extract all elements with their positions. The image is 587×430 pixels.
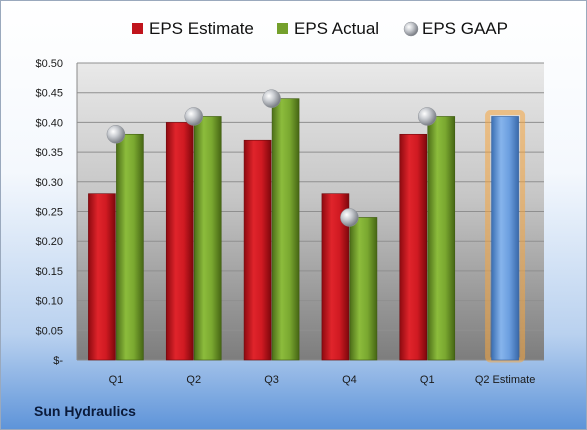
legend-item-eps-gaap: EPS GAAP (403, 19, 508, 38)
eps-actual-bar (427, 116, 456, 361)
gridlines (77, 62, 544, 361)
legend-label: EPS Estimate (149, 19, 254, 38)
legend-swatch (403, 21, 419, 37)
y-tick-label: $0.10 (35, 296, 63, 308)
eps-gaap-point (106, 125, 126, 144)
eps-actual-bar (116, 133, 144, 361)
y-tick-label: $0.40 (35, 117, 63, 129)
legend-label: EPS GAAP (422, 19, 508, 38)
y-tick-label: $0.50 (35, 58, 63, 70)
eps-gaap-point (184, 107, 203, 126)
legend-swatch (132, 23, 143, 34)
eps-gaap-point (418, 107, 437, 126)
legend-swatch (277, 23, 288, 34)
y-tick-label: $0.25 (35, 207, 63, 219)
company-name: Sun Hydraulics (34, 403, 136, 419)
legend-label: EPS Actual (294, 19, 379, 38)
eps-gaap-point (262, 89, 281, 108)
x-tick-label: Q3 (264, 374, 279, 386)
legend-item-eps-actual: EPS Actual (277, 19, 379, 38)
bars (88, 98, 526, 363)
y-tick-label: $0.30 (35, 177, 63, 189)
y-tick-label: $0.05 (35, 325, 63, 337)
x-tick-label: Q1 (109, 374, 124, 386)
q2-estimate-bar (491, 116, 519, 361)
y-axis: $- $0.05 $0.10 $0.15 $0.20 $0.25 $0.30 $0.35 $0.… (35, 58, 78, 367)
gaap-points (106, 89, 437, 227)
y-tick-label: $0.15 (35, 266, 63, 278)
legend: EPS Estimate EPS Actual EPS GAAP (132, 19, 508, 38)
y-tick-label: $0.20 (35, 236, 63, 248)
eps-estimate-bar (88, 193, 116, 361)
x-tick-label: Q2 Estimate (475, 374, 536, 386)
y-tick-label: $0.35 (35, 147, 63, 159)
x-tick-label: Q2 (186, 374, 201, 386)
x-axis: Q1 Q2 Q3 Q4 Q1 Q2 Estimate (109, 374, 536, 386)
eps-actual-bar (271, 98, 300, 361)
eps-actual-bar (349, 217, 378, 361)
eps-gaap-point (340, 208, 359, 227)
eps-estimate-bar (399, 133, 428, 361)
eps-estimate-bar (243, 139, 272, 361)
x-tick-label: Q1 (420, 374, 435, 386)
eps-actual-bar (193, 116, 222, 361)
y-tick-label: $0.45 (35, 88, 63, 100)
y-tick-label: $- (53, 355, 63, 367)
x-tick-label: Q4 (342, 374, 357, 386)
legend-item-eps-estimate: EPS Estimate (132, 19, 254, 38)
eps-estimate-bar (165, 122, 194, 361)
